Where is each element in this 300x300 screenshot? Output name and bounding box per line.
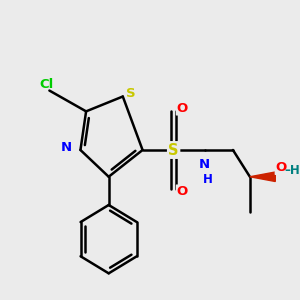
- Text: S: S: [127, 87, 136, 100]
- Text: Cl: Cl: [39, 78, 54, 91]
- Text: S: S: [168, 142, 179, 158]
- Text: O: O: [176, 102, 188, 115]
- Text: O: O: [275, 161, 286, 174]
- Text: H: H: [202, 173, 212, 186]
- Text: N: N: [61, 140, 72, 154]
- Text: –H: –H: [284, 164, 300, 177]
- Polygon shape: [250, 172, 275, 182]
- Text: O: O: [176, 185, 188, 198]
- Text: N: N: [199, 158, 210, 171]
